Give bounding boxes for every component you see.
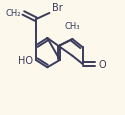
Text: HO: HO [18, 55, 33, 65]
Text: O: O [98, 60, 106, 70]
Text: CH₃: CH₃ [65, 22, 80, 31]
Text: Br: Br [52, 3, 62, 13]
Text: CH₂: CH₂ [6, 9, 21, 18]
